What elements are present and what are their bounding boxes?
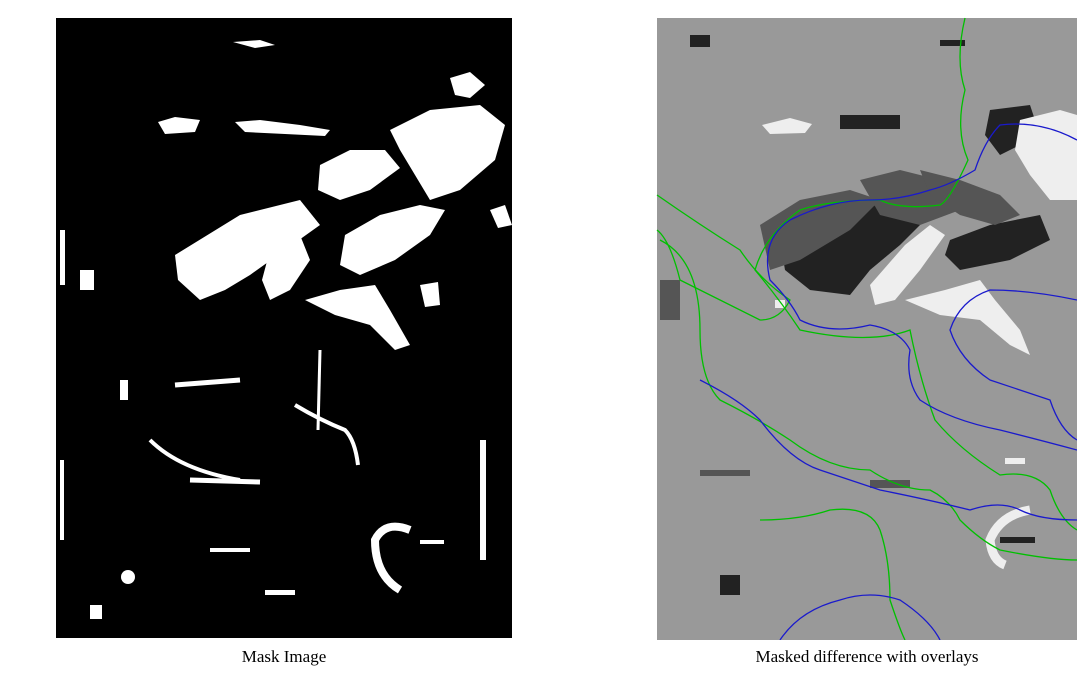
mask-image — [56, 18, 512, 638]
figure-images — [0, 0, 1077, 640]
difference-image — [657, 18, 1077, 640]
caption: Mask Image — [56, 647, 512, 667]
caption: Masked difference with overlays — [657, 647, 1077, 667]
figure: Mask Image Masked difference with overla… — [0, 0, 1077, 675]
